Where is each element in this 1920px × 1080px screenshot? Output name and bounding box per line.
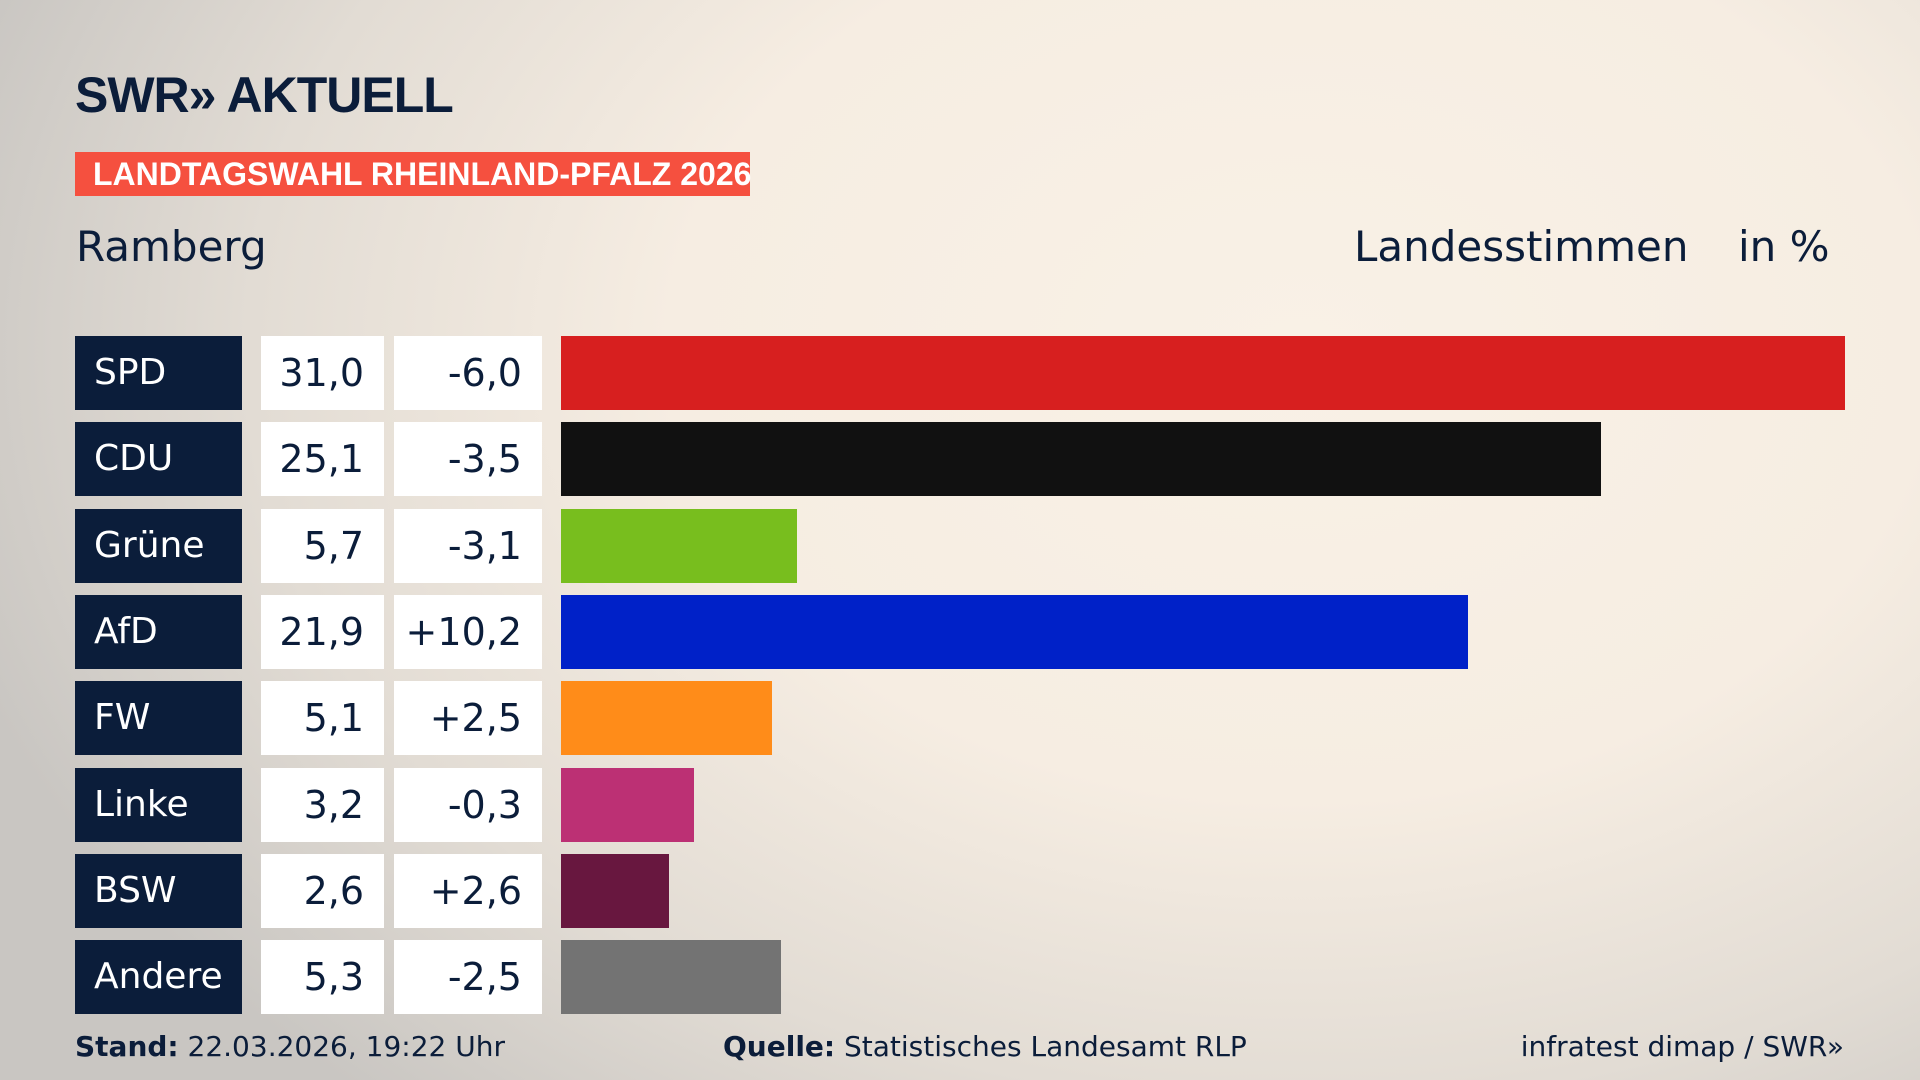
unit-label: in % [1738,222,1830,271]
value-label: 5,7 [261,508,384,583]
party-row: CDU 25,1 -3,5 [0,422,1920,497]
diff-label: -0,3 [394,767,542,842]
party-label: BSW [75,853,242,928]
party-label: AfD [75,594,242,669]
swr-aktuell-logo: SWR» AKTUELL [75,67,454,123]
party-row: BSW 2,6 +2,6 [0,853,1920,928]
footer-stand: Stand: 22.03.2026, 19:22 Uhr [75,1030,505,1063]
party-row: Linke 3,2 -0,3 [0,767,1920,842]
bar [561,940,781,1015]
value-label: 31,0 [261,336,384,410]
vote-type-label: Landesstimmen [1354,222,1689,271]
footer-credit: infratest dimap / SWR» [1520,1030,1844,1063]
footer-source: Quelle: Statistisches Landesamt RLP [723,1030,1247,1063]
party-row: Andere 5,3 -2,5 [0,940,1920,1015]
party-label: FW [75,681,242,756]
party-row: FW 5,1 +2,5 [0,681,1920,756]
bar [561,422,1601,497]
diff-label: -2,5 [394,940,542,1015]
value-label: 2,6 [261,853,384,928]
party-row: Grüne 5,7 -3,1 [0,508,1920,583]
diff-label: -3,1 [394,508,542,583]
bar [561,594,1469,669]
party-row: SPD 31,0 -6,0 [0,336,1920,410]
value-label: 21,9 [261,594,384,669]
source-value: Statistisches Landesamt RLP [844,1030,1247,1063]
value-label: 25,1 [261,422,384,497]
party-label: Grüne [75,508,242,583]
party-label: Andere [75,940,242,1015]
bar [561,681,773,756]
diff-label: +2,5 [394,681,542,756]
diff-label: +2,6 [394,853,542,928]
party-row: AfD 21,9 +10,2 [0,594,1920,669]
bar [561,767,694,842]
diff-label: -3,5 [394,422,542,497]
stand-label: Stand: [75,1030,179,1063]
election-banner: LANDTAGSWAHL RHEINLAND-PFALZ 2026 [75,152,751,196]
diff-label: -6,0 [394,336,542,410]
value-label: 5,1 [261,681,384,756]
value-label: 3,2 [261,767,384,842]
party-label: CDU [75,422,242,497]
source-label: Quelle: [723,1030,836,1063]
party-label: Linke [75,767,242,842]
diff-label: +10,2 [394,594,542,669]
value-label: 5,3 [261,940,384,1015]
bar [561,336,1845,410]
location-title: Ramberg [76,222,267,271]
party-label: SPD [75,336,242,410]
bar [561,853,669,928]
stand-value: 22.03.2026, 19:22 Uhr [187,1030,505,1063]
bar [561,508,798,583]
